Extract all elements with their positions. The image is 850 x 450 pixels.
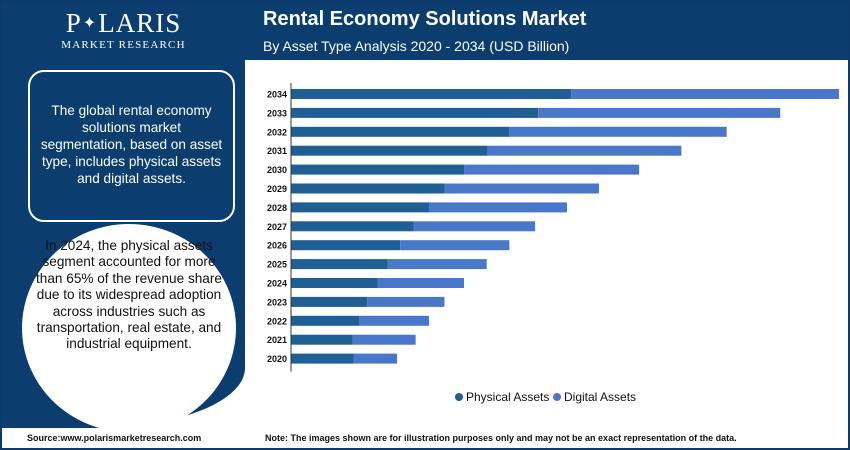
tick-label-2031: 2031 xyxy=(267,146,287,156)
legend-marker-physical xyxy=(455,393,463,401)
bar-physical-2024 xyxy=(291,278,378,288)
bar-physical-2021 xyxy=(291,334,353,345)
bar-digital-2030 xyxy=(464,164,640,175)
bar-physical-2026 xyxy=(291,240,401,251)
bar-digital-2028 xyxy=(429,202,568,213)
bar-digital-2023 xyxy=(367,296,445,307)
bar-physical-2030 xyxy=(291,164,465,175)
bar-physical-2027 xyxy=(291,221,414,232)
segmentation-box: The global rental economy solutions mark… xyxy=(28,70,235,222)
bar-digital-2032 xyxy=(509,126,727,137)
bar-digital-2024 xyxy=(377,278,465,288)
tick-label-2020: 2020 xyxy=(267,354,287,364)
highlight-circle xyxy=(22,224,236,432)
tick-label-2034: 2034 xyxy=(267,90,287,100)
legend-marker-digital xyxy=(553,393,561,401)
highlight-text: In 2024, the physical assets segment acc… xyxy=(36,238,222,352)
tick-label-2032: 2032 xyxy=(267,127,287,137)
bar-physical-2020 xyxy=(291,353,354,364)
bar-physical-2033 xyxy=(291,107,539,118)
bar-physical-2025 xyxy=(291,259,388,270)
bar-physical-2028 xyxy=(291,202,430,213)
bar-digital-2027 xyxy=(413,221,536,232)
logo-name-right: LARIS xyxy=(98,8,182,38)
bar-physical-2029 xyxy=(291,183,445,194)
tick-label-2025: 2025 xyxy=(267,260,287,270)
bar-physical-2022 xyxy=(291,315,359,326)
tick-label-2024: 2024 xyxy=(267,279,287,289)
bar-digital-2025 xyxy=(387,259,487,270)
bar-physical-2031 xyxy=(291,145,488,156)
bar-digital-2033 xyxy=(538,107,781,118)
bar-chart: 2034 2033 2032 2031 2030 2029 2028 2027 2026 2025… xyxy=(267,83,839,404)
chart-header: Rental Economy Solutions Market By Asset… xyxy=(245,2,848,60)
tick-label-2026: 2026 xyxy=(267,241,287,251)
logo-name: P✦LARIS xyxy=(2,8,245,39)
tick-label-2022: 2022 xyxy=(267,316,287,326)
tick-label-2023: 2023 xyxy=(267,297,287,307)
bar-digital-2034 xyxy=(571,89,839,99)
legend-label-digital: Digital Assets xyxy=(564,390,636,404)
tick-label-2021: 2021 xyxy=(267,335,287,345)
bar-digital-2021 xyxy=(352,334,416,345)
tick-label-2030: 2030 xyxy=(267,165,287,175)
disclaimer-note: Note: The images shown are for illustrat… xyxy=(265,433,737,443)
source-text: Source:www.polarismarketresearch.com xyxy=(27,433,202,443)
compass-star-icon: ✦ xyxy=(82,15,98,32)
polaris-logo: P✦LARIS MARKET RESEARCH xyxy=(2,8,245,51)
legend-label-physical: Physical Assets xyxy=(466,390,549,404)
bar-physical-2023 xyxy=(291,296,368,307)
bar-digital-2031 xyxy=(487,145,682,156)
tick-label-2033: 2033 xyxy=(267,108,287,118)
bar-digital-2026 xyxy=(400,240,510,251)
logo-subtitle: MARKET RESEARCH xyxy=(61,39,186,51)
bar-digital-2022 xyxy=(358,315,430,326)
chart-subtitle: By Asset Type Analysis 2020 - 2034 (USD … xyxy=(263,38,570,54)
bar-digital-2029 xyxy=(444,183,599,194)
tick-label-2028: 2028 xyxy=(267,203,287,213)
logo-name-left: P xyxy=(65,8,82,38)
footer: Source:www.polarismarketresearch.com Not… xyxy=(2,428,848,448)
bar-physical-2032 xyxy=(291,126,510,137)
bar-digital-2020 xyxy=(353,353,398,364)
bar-physical-2034 xyxy=(291,89,572,99)
tick-label-2029: 2029 xyxy=(267,184,287,194)
tick-label-2027: 2027 xyxy=(267,222,287,232)
chart-title: Rental Economy Solutions Market xyxy=(263,8,587,30)
